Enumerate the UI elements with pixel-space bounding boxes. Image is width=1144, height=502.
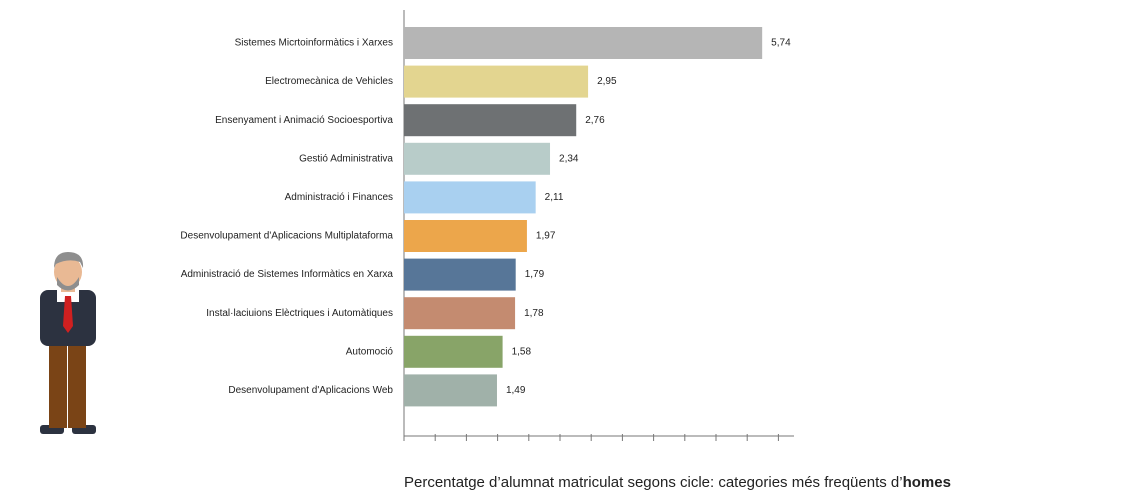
value-label: 2,95 — [597, 76, 617, 87]
bar — [404, 336, 503, 368]
bar — [404, 27, 762, 59]
bar — [404, 374, 497, 406]
value-label: 1,49 — [506, 385, 526, 396]
category-label: Desenvolupament d'Aplicacions Web — [228, 385, 393, 396]
page: Sistemes Micrtoinformàtics i Xarxes 5,74 E… — [0, 0, 1144, 502]
caption: Percentatge d’alumnat matriculat segons … — [404, 474, 951, 491]
value-label: 2,76 — [585, 115, 605, 126]
value-label: 1,78 — [524, 308, 544, 319]
category-label: Administració i Finances — [285, 192, 393, 203]
category-label: Sistemes Micrtoinformàtics i Xarxes — [235, 38, 393, 49]
category-label: Desenvolupament d'Aplicacions Multiplata… — [180, 231, 393, 242]
value-label: 1,58 — [512, 346, 532, 357]
value-label: 2,34 — [559, 153, 579, 164]
category-label: Automoció — [346, 346, 394, 357]
bar — [404, 259, 516, 291]
person-icon — [40, 252, 96, 434]
chart: Sistemes Micrtoinformàtics i Xarxes 5,74 E… — [0, 0, 1144, 502]
bar — [404, 104, 576, 136]
value-label: 1,97 — [536, 231, 556, 242]
bar — [404, 297, 515, 329]
value-label: 5,74 — [771, 38, 791, 49]
value-label: 1,79 — [525, 269, 545, 280]
category-label: Ensenyament i Animació Socioesportiva — [215, 115, 393, 126]
bar — [404, 181, 536, 213]
caption-text: Percentatge d’alumnat matriculat segons … — [404, 474, 903, 491]
bar — [404, 66, 588, 98]
caption-emphasis: homes — [903, 474, 951, 491]
category-label: Gestió Administrativa — [299, 153, 393, 164]
value-label: 2,11 — [545, 192, 564, 203]
category-label: Instal·laciuions Elèctriques i Automàtiq… — [206, 308, 393, 319]
category-label: Electromecànica de Vehicles — [265, 76, 393, 87]
category-label: Administració de Sistemes Informàtics en… — [181, 269, 394, 280]
bar — [404, 143, 550, 175]
bar — [404, 220, 527, 252]
